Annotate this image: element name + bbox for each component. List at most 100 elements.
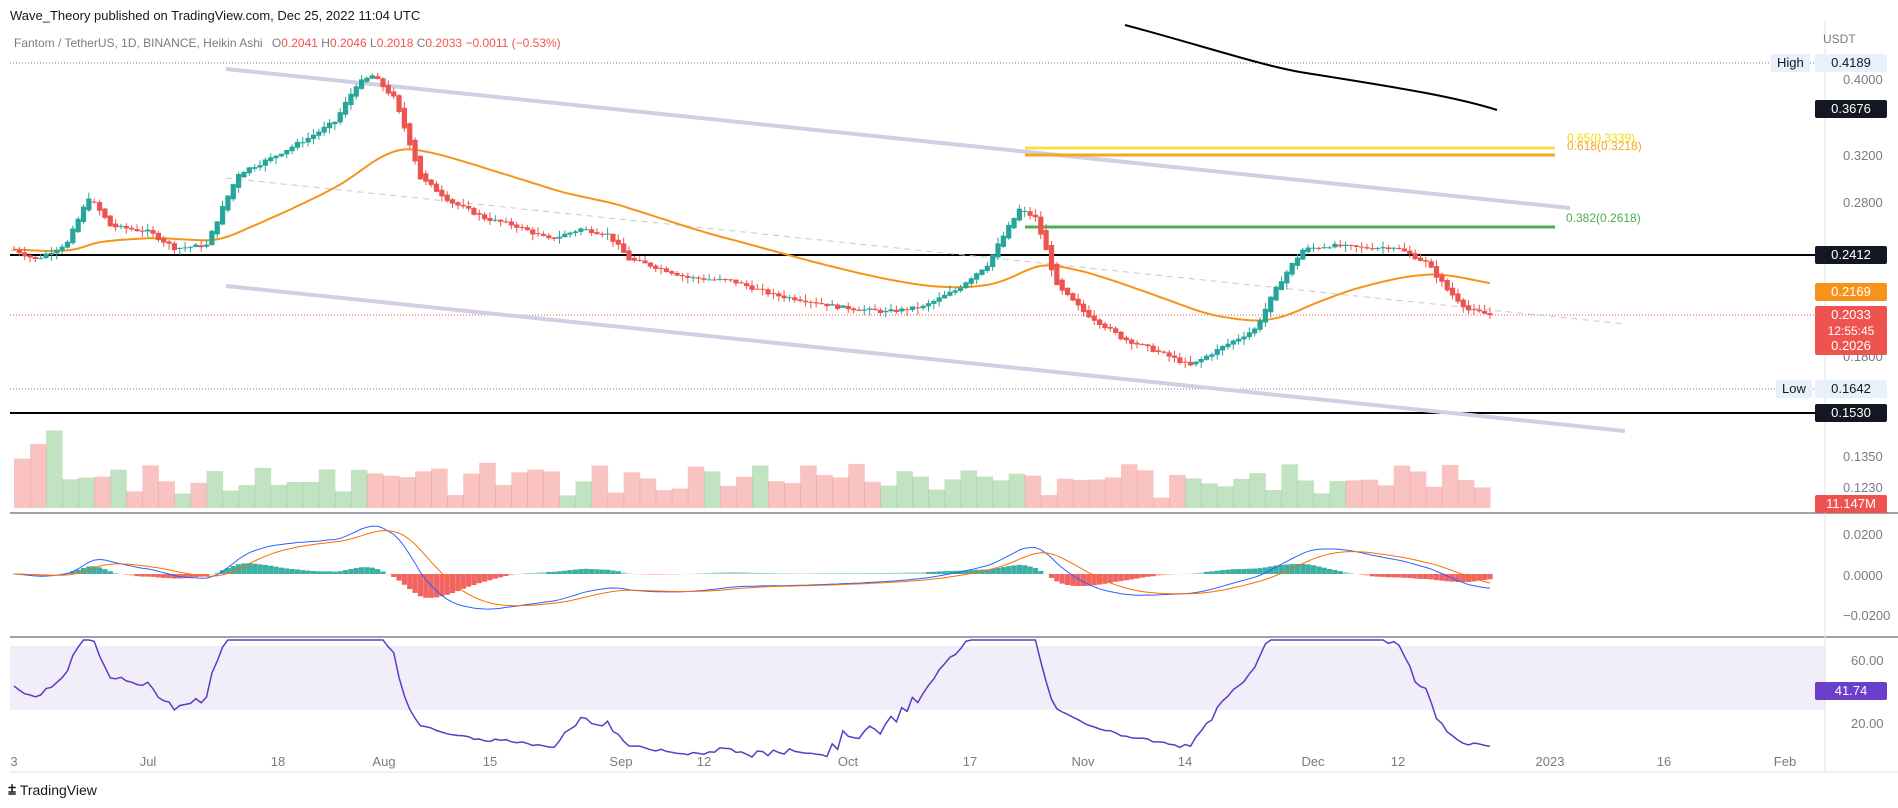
resistance-badge: 0.2412 (1815, 246, 1887, 264)
volume-bar (960, 470, 978, 508)
time-tick-label: 12 (1391, 754, 1405, 769)
candle-body (1193, 361, 1199, 365)
candle-body (1054, 263, 1060, 286)
candle-body (1043, 230, 1049, 251)
volume-bar (399, 477, 416, 508)
macd-histogram-bar (310, 570, 317, 574)
low-value: 0.2018 (376, 36, 414, 50)
candle-body (1428, 261, 1434, 268)
macd-histogram-bar (829, 573, 835, 574)
volume-bar (1088, 479, 1106, 508)
candle-body (1353, 245, 1359, 247)
candle-body (610, 233, 616, 242)
volume-bar (1008, 473, 1026, 508)
candle-body (829, 304, 835, 306)
macd-histogram-bar (70, 571, 76, 574)
candle-body (1187, 361, 1194, 366)
macd-histogram-bar (348, 569, 354, 574)
symbol-name[interactable]: Fantom / TetherUS, 1D, BINANCE, Heikin A… (14, 36, 263, 50)
ma200-line (1124, 24, 1498, 111)
candle-body (562, 233, 568, 238)
candle-body (1209, 354, 1215, 357)
volume-bar (1281, 464, 1298, 508)
candle-body (246, 167, 252, 174)
time-tick-label: 15 (483, 754, 497, 769)
macd-histogram-bar (150, 574, 156, 577)
macd-histogram-bar (744, 572, 750, 574)
time-tick-label: 17 (963, 754, 977, 769)
candle-body (1273, 286, 1279, 301)
candle-body (482, 214, 488, 220)
candle-body (75, 218, 81, 233)
low-label: L (370, 36, 377, 50)
macd-histogram-bar (760, 572, 766, 574)
ma200-badge: 0.3676 (1815, 100, 1887, 118)
candle-body (198, 245, 204, 248)
candle-body (1086, 310, 1092, 318)
candle-body (417, 155, 424, 180)
macd-histogram-bar (776, 573, 782, 574)
macd-histogram-bar (503, 574, 509, 577)
macd-histogram-bar (1011, 565, 1017, 574)
candle-body (476, 213, 482, 215)
volume-bar (1153, 497, 1170, 508)
candle-body (893, 309, 899, 312)
candle-body (1348, 244, 1354, 246)
macd-histogram-bar (615, 571, 621, 574)
macd-histogram-bar (401, 574, 407, 585)
macd-histogram-bar (1161, 574, 1167, 576)
macd-histogram-bar (1262, 567, 1268, 574)
tradingview-logo[interactable]: ⩲ TradingView (8, 782, 97, 799)
price-tick-label: 0.1350 (1843, 449, 1883, 464)
macd-histogram-bar (642, 574, 648, 575)
volume-bar (1313, 493, 1331, 508)
macd-histogram-bar (888, 572, 894, 574)
macd-histogram-bar (1064, 574, 1071, 586)
candle-body (867, 308, 873, 310)
price-tick-label: 0.2800 (1843, 195, 1883, 210)
macd-histogram-bar (1027, 566, 1033, 574)
macd-histogram-bar (1102, 574, 1108, 584)
macd-histogram-bar (610, 570, 616, 574)
macd-histogram-bar (1460, 574, 1466, 583)
candle-body (230, 184, 236, 200)
macd-histogram-bar (38, 574, 44, 576)
candle-body (1449, 287, 1456, 296)
rsi-layer (13, 639, 1491, 759)
candle-body (1048, 244, 1055, 271)
volume-layer (14, 430, 1491, 508)
candle-body (348, 93, 354, 106)
macd-histogram-bar (722, 572, 728, 574)
volume-bar (752, 465, 769, 508)
candle-body (1000, 235, 1006, 247)
price-pane[interactable] (10, 30, 1825, 513)
macd-histogram-bar (1193, 573, 1199, 574)
candle-body (1102, 323, 1108, 329)
macd-histogram-bar (706, 572, 712, 574)
macd-histogram-bar (968, 570, 974, 574)
macd-histogram-bar (1075, 574, 1081, 587)
macd-histogram-bar (412, 574, 418, 593)
macd-histogram-bar (1396, 574, 1402, 578)
macd-histogram-bar (321, 571, 327, 574)
fib-0382-label: 0.382(0.2618) (1566, 211, 1641, 225)
volume-bar (671, 488, 689, 508)
macd-histogram-bar (711, 572, 718, 574)
macd-histogram-bar (578, 569, 584, 574)
volume-bar (1409, 471, 1427, 508)
macd-histogram-bar (1032, 568, 1039, 574)
macd-histogram-bar (1241, 568, 1247, 574)
macd-histogram-bar (155, 574, 161, 578)
candle-body (465, 205, 472, 209)
candle-body (273, 155, 279, 159)
macd-histogram-bar (936, 571, 942, 574)
volume-bar (1249, 473, 1266, 508)
macd-histogram-bar (1316, 566, 1322, 574)
volume-bar (992, 480, 1010, 508)
candle-body (856, 309, 862, 311)
candle-body (524, 227, 530, 231)
macd-histogram-bar (455, 574, 461, 592)
rsi-tick-label: 60.00 (1851, 653, 1884, 668)
candle-body (369, 75, 375, 79)
